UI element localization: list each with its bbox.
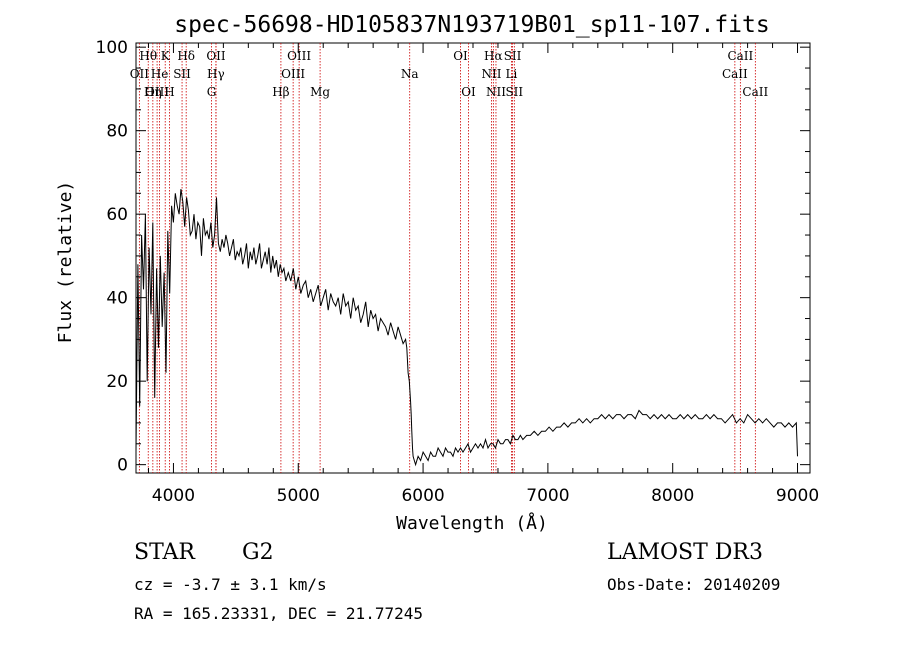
plot-frame bbox=[135, 42, 811, 474]
spectral-line-label: NII bbox=[481, 67, 501, 81]
spectral-line-label: Hβ bbox=[272, 85, 289, 99]
spectral-line-label: SII bbox=[505, 85, 523, 99]
y-tick-label: 60 bbox=[106, 205, 128, 225]
spectral-line-label: Hγ bbox=[207, 67, 225, 81]
y-axis-label: Flux (relative) bbox=[55, 181, 76, 344]
spectral-line-label: Na bbox=[401, 67, 419, 81]
spectral-line-label: CaII bbox=[742, 85, 768, 99]
spectral-line-label: G bbox=[207, 85, 217, 99]
spectral-line-label: OI bbox=[461, 85, 476, 99]
spectral-line-label: OI bbox=[453, 49, 468, 63]
x-axis-ticks: 4000 5000 6000 7000 8000 9000 bbox=[147, 43, 819, 506]
x-axis-label: Wavelength (Å) bbox=[396, 512, 548, 534]
x-tick-label: 9000 bbox=[776, 486, 819, 506]
spectral-line-label: OIII bbox=[145, 85, 169, 99]
spectral-line-label: SII bbox=[173, 67, 191, 81]
y-tick-label: 20 bbox=[106, 372, 128, 392]
plot-border bbox=[135, 42, 811, 474]
spectral-line-label: H bbox=[164, 85, 174, 99]
x-tick-label: 7000 bbox=[526, 486, 569, 506]
spectral-line-label: NII bbox=[486, 85, 506, 99]
object-subclass: G2 bbox=[242, 540, 274, 565]
y-tick-label: 80 bbox=[106, 122, 128, 142]
spectral-line-label: CaII bbox=[727, 49, 753, 63]
object-class: STAR bbox=[134, 540, 196, 565]
spectrum-series-line bbox=[135, 189, 798, 467]
x-tick-label: 5000 bbox=[277, 486, 320, 506]
spectral-line-label: Hη bbox=[144, 85, 162, 99]
spectral-line-label: Mg bbox=[310, 85, 330, 99]
spectral-line-label: OIII bbox=[281, 67, 305, 81]
chart-title: spec-56698-HD105837N193719B01_sp11-107.f… bbox=[174, 12, 769, 38]
spectral-line-label: OII bbox=[130, 67, 150, 81]
spectral-line-label: CaII bbox=[722, 67, 748, 81]
spectral-line-label: K bbox=[161, 49, 171, 63]
spectral-line-label: Hθ bbox=[139, 49, 157, 63]
spectral-line-label: He bbox=[151, 67, 169, 81]
survey-name: LAMOST DR3 bbox=[607, 540, 763, 565]
spectral-line-label: OII bbox=[206, 49, 226, 63]
y-tick-label: 40 bbox=[106, 289, 128, 309]
spectral-line-markers bbox=[138, 43, 756, 473]
x-tick-label: 8000 bbox=[651, 486, 694, 506]
spectral-line-label: Li bbox=[506, 67, 518, 81]
y-tick-label: 100 bbox=[96, 38, 128, 58]
observation-date: Obs-Date: 20140209 bbox=[607, 575, 780, 594]
spectral-line-label: OIII bbox=[287, 49, 311, 63]
y-tick-label: 0 bbox=[117, 456, 128, 476]
y-axis-ticks: 0 20 40 60 80 100 bbox=[96, 38, 810, 476]
spectral-line-label: Hδ bbox=[177, 49, 195, 63]
sky-coordinates: RA = 165.23331, DEC = 21.77245 bbox=[134, 604, 423, 623]
spectral-line-label: SII bbox=[504, 49, 522, 63]
x-tick-label: 4000 bbox=[152, 486, 195, 506]
spectral-line-label: Hα bbox=[484, 49, 503, 63]
x-tick-label: 6000 bbox=[401, 486, 444, 506]
redshift-cz: cz = -3.7 ± 3.1 km/s bbox=[134, 575, 327, 594]
